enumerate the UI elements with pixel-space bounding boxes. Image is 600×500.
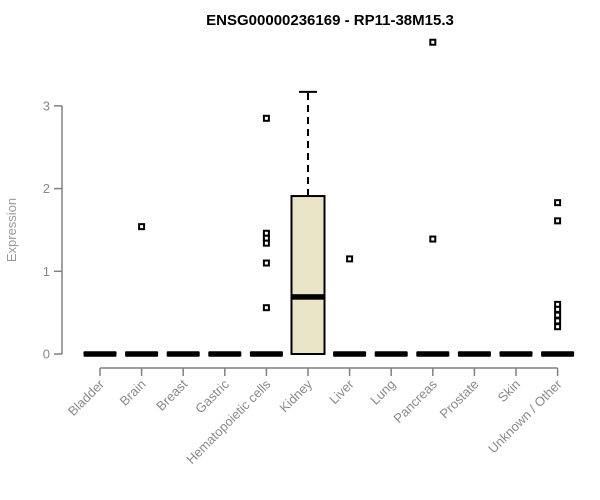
- collapsed-box-hematopoietic-cells: [249, 351, 283, 357]
- x-tick-label-liver: Liver: [326, 376, 357, 407]
- chart-title: ENSG00000236169 - RP11-38M15.3: [206, 12, 454, 29]
- collapsed-box-brain: [125, 351, 159, 357]
- outlier-point-hematopoietic-cells: [262, 114, 270, 122]
- boxplot-series: [83, 38, 575, 357]
- outlier-point-unknown-other: [554, 199, 562, 207]
- outlier-point-brain: [138, 223, 146, 231]
- outlier-point-liver: [346, 255, 354, 263]
- outlier-point-hematopoietic-cells: [262, 259, 270, 267]
- outlier-point-hematopoietic-cells: [262, 239, 270, 247]
- collapsed-box-liver: [333, 351, 367, 357]
- outlier-point-unknown-other: [554, 217, 562, 225]
- x-tick-label-gastric: Gastric: [192, 376, 232, 416]
- outlier-point-hematopoietic-cells: [262, 304, 270, 312]
- box-kidney: [290, 195, 326, 355]
- outlier-point-unknown-other: [554, 305, 562, 313]
- x-tick-label-skin: Skin: [495, 377, 523, 405]
- outlier-point-pancreas: [429, 235, 437, 243]
- median-line-kidney: [291, 294, 325, 300]
- collapsed-box-prostate: [457, 351, 491, 357]
- x-tick-label-kidney: Kidney: [276, 376, 315, 415]
- x-tick-label-pancreas: Pancreas: [390, 376, 440, 426]
- collapsed-box-gastric: [208, 351, 242, 357]
- outlier-point-unknown-other: [554, 311, 562, 319]
- collapsed-box-pancreas: [416, 351, 450, 357]
- outlier-point-unknown-other: [554, 317, 562, 325]
- x-tick-label-bladder: Bladder: [65, 376, 108, 419]
- y-tick-label-3: 3: [43, 98, 50, 113]
- collapsed-box-bladder: [83, 351, 117, 357]
- x-tick-label-prostate: Prostate: [437, 377, 482, 422]
- collapsed-box-unknown-other: [541, 351, 575, 357]
- y-axis-label: Expression: [4, 198, 19, 262]
- outlier-point-unknown-other: [554, 323, 562, 331]
- outlier-point-pancreas: [429, 38, 437, 46]
- collapsed-box-breast: [166, 351, 200, 357]
- y-tick-label-2: 2: [43, 181, 50, 196]
- x-tick-label-unknown-other: Unknown / Other: [485, 376, 565, 456]
- y-tick-label-1: 1: [43, 264, 50, 279]
- y-tick-label-0: 0: [43, 347, 50, 362]
- collapsed-box-lung: [374, 351, 408, 357]
- x-tick-label-lung: Lung: [367, 377, 398, 408]
- x-tick-label-breast: Breast: [153, 376, 190, 413]
- x-tick-label-brain: Brain: [117, 377, 149, 409]
- collapsed-box-skin: [499, 351, 533, 357]
